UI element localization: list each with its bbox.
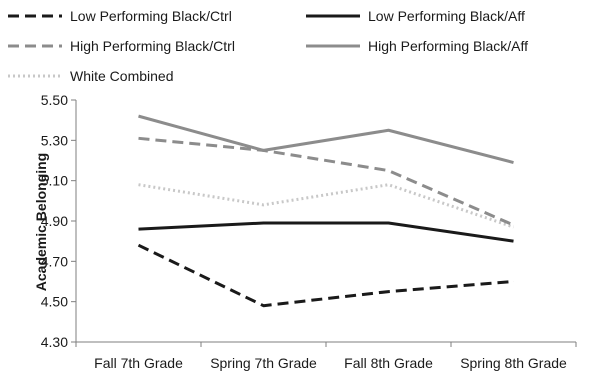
series-line-4 xyxy=(138,183,514,229)
legend-label-0: Low Performing Black/Ctrl xyxy=(70,8,232,24)
series-line-2 xyxy=(138,136,515,227)
y-tick-label: 5.30 xyxy=(41,132,68,148)
y-tick-label: 4.50 xyxy=(41,294,68,310)
legend-label-2: High Performing Black/Ctrl xyxy=(70,38,235,54)
y-axis-title: Academic Belonging xyxy=(33,153,49,291)
legend-label-4: White Combined xyxy=(70,68,174,84)
y-tick-label: 5.50 xyxy=(41,92,68,108)
x-tick-label: Spring 8th Grade xyxy=(460,355,567,371)
x-tick-label: Fall 7th Grade xyxy=(94,355,183,371)
legend: Low Performing Black/Ctrl Low Performing … xyxy=(8,8,528,84)
legend-label-3: High Performing Black/Aff xyxy=(368,38,528,54)
series-line-1 xyxy=(138,221,514,243)
plot-area: 4.30 4.50 4.70 4.90 5.10 5.30 5.50 Fall 7th Gra… xyxy=(41,92,577,371)
y-tick-label: 4.90 xyxy=(41,213,68,229)
legend-label-1: Low Performing Black/Aff xyxy=(368,8,525,24)
y-tick-label: 4.30 xyxy=(41,334,68,350)
x-tick-label: Fall 8th Grade xyxy=(344,355,433,371)
y-tick-label: 4.70 xyxy=(41,253,68,269)
y-tick-label: 5.10 xyxy=(41,173,68,189)
series-line-3 xyxy=(138,114,514,164)
series-line-0 xyxy=(137,243,514,308)
x-tick-label: Spring 7th Grade xyxy=(210,355,317,371)
